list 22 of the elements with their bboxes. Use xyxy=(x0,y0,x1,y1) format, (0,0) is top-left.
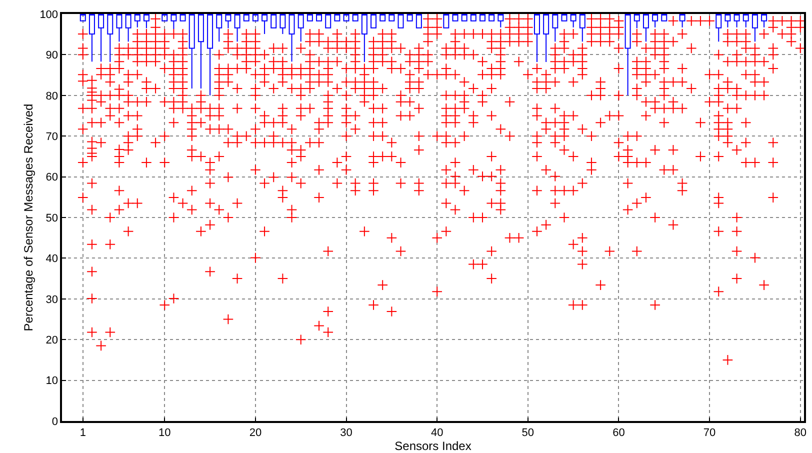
y-tick-label: 60 xyxy=(46,172,58,184)
y-tick-label: 90 xyxy=(46,50,58,62)
y-tick-label: 40 xyxy=(46,253,58,266)
x-axis-title: Sensors Index xyxy=(394,438,472,453)
y-tick-label: 0 xyxy=(52,416,58,428)
y-tick-label: 70 xyxy=(46,130,58,143)
y-tick-label: 100 xyxy=(40,8,58,21)
y-axis-title: Percentage of Sensor Messages Received xyxy=(21,104,36,332)
y-tick-label: 50 xyxy=(46,212,58,224)
x-tick-label: 80 xyxy=(794,426,806,439)
x-tick-label: 70 xyxy=(703,426,716,439)
x-tick-label: 30 xyxy=(340,426,352,439)
x-tick-label: 1 xyxy=(80,426,86,439)
x-tick-label: 20 xyxy=(249,426,262,439)
x-tick-label: 10 xyxy=(158,426,171,439)
y-tick-label: 20 xyxy=(46,334,58,346)
y-tick-label: 10 xyxy=(46,375,58,388)
y-tick-label: 80 xyxy=(46,90,58,102)
x-tick-label: 40 xyxy=(430,426,444,439)
y-tick-label: 30 xyxy=(46,294,58,306)
x-tick-label: 50 xyxy=(522,426,534,439)
x-tick-label: 60 xyxy=(612,426,625,439)
